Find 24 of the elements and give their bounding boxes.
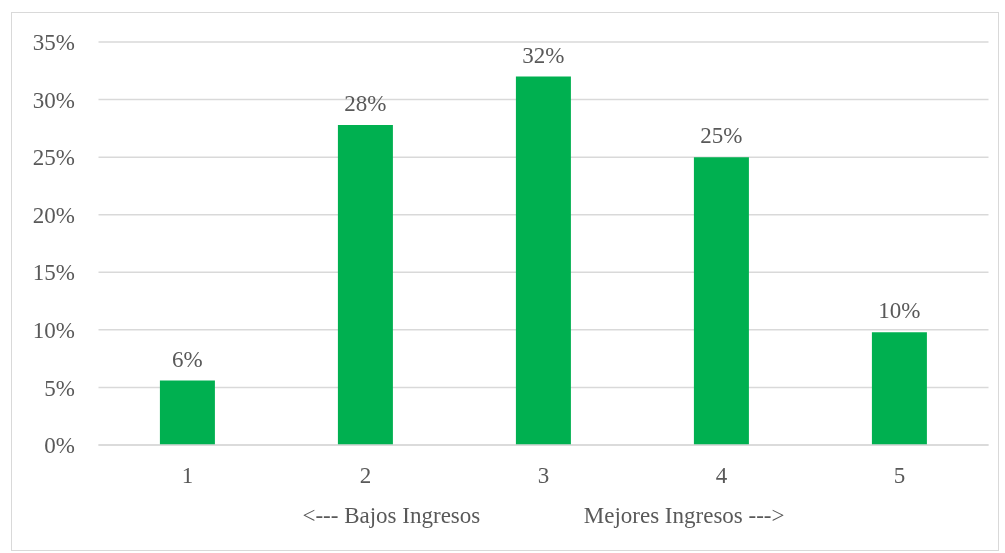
x-tick-label: 3 <box>537 463 550 489</box>
bar <box>515 76 571 445</box>
y-tick-label: 10% <box>32 318 75 344</box>
y-tick-label: 0% <box>44 433 75 459</box>
x-tick-label: 2 <box>359 463 372 489</box>
x-tick-label: 5 <box>893 463 906 489</box>
bar <box>159 380 215 445</box>
data-label: 25% <box>700 123 743 149</box>
y-tick-label: 35% <box>32 30 75 56</box>
y-tick-label: 25% <box>32 145 75 171</box>
data-label: 10% <box>878 298 921 324</box>
data-label: 32% <box>522 42 565 68</box>
x-tick-label: 4 <box>715 463 728 489</box>
y-tick-label: 15% <box>32 260 75 286</box>
y-tick-label: 5% <box>44 375 75 401</box>
y-tick-label: 20% <box>32 202 75 228</box>
data-label: 28% <box>344 90 387 116</box>
bar <box>693 157 749 445</box>
x-tick-label: 1 <box>181 463 194 489</box>
bar <box>337 124 393 445</box>
bar <box>871 332 927 445</box>
x-axis-title: <--- Bajos Ingresos Mejores Ingresos ---> <box>302 503 785 528</box>
data-label: 6% <box>172 346 203 372</box>
y-tick-label: 30% <box>32 87 75 113</box>
